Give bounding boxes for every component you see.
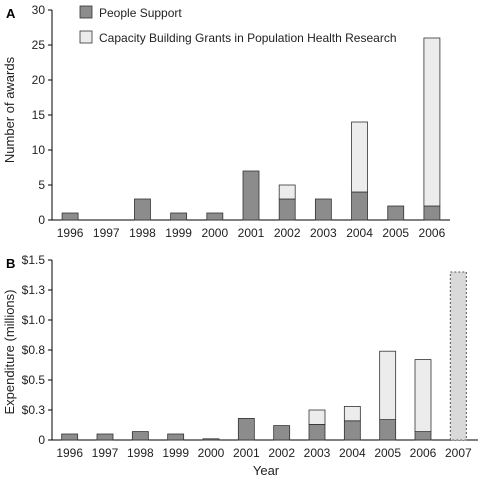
b-bar-people-support-1997: [96, 433, 114, 441]
b-bar-projected-2007: [449, 271, 467, 441]
panel-b-label: B: [6, 256, 15, 271]
a-bar-people-support-2000: [206, 212, 224, 221]
b-x-tick-label: 1997: [92, 446, 119, 460]
b-y-tick-label: $1.5: [22, 253, 46, 267]
b-bar-capacity-building-grants-in-population-health-research-2006: [414, 359, 432, 433]
panel-b-bars: [61, 271, 467, 441]
b-bar-people-support-1998: [131, 431, 149, 441]
panel-a-label: A: [6, 6, 16, 21]
panel-b-x-ticks: 1996 1997 1998 1999 2000 2001 2002 2003 2004 2005…: [56, 446, 472, 460]
panel-a-x-ticks: 1996 1997 1998 1999 2000 2001 2002 2003 2004 2005…: [57, 226, 446, 240]
a-x-tick-label: 1999: [165, 226, 192, 240]
a-bar-people-support-1999: [170, 212, 188, 221]
legend-label-people-support: People Support: [99, 6, 182, 20]
b-x-tick-label: 2001: [233, 446, 260, 460]
a-y-tick-label: 0: [38, 213, 45, 227]
a-bar-people-support-1998: [134, 198, 151, 221]
panel-a: A Number of awards 0 5 10 15 20 25 30 1996 1997…: [2, 3, 450, 240]
a-x-tick-label: 1997: [93, 226, 120, 240]
b-bar-people-support-2000: [202, 438, 220, 441]
b-bar-capacity-building-grants-in-population-health-research-2005: [379, 350, 397, 421]
a-bar-people-support-2005: [387, 205, 405, 221]
a-x-tick-label: 1996: [57, 226, 84, 240]
panel-a-bars: [61, 37, 441, 221]
b-x-tick-label: 2007: [445, 446, 472, 460]
a-x-tick-label: 2006: [419, 226, 446, 240]
panel-b-x-axis-label: Year: [253, 463, 280, 478]
b-bar-people-support-2002: [273, 425, 291, 441]
b-x-tick-label: 2005: [374, 446, 401, 460]
a-x-tick-label: 2002: [274, 226, 301, 240]
a-x-tick-label: 2004: [346, 226, 373, 240]
b-x-tick-label: 2000: [198, 446, 225, 460]
b-bar-people-support-2004: [343, 420, 361, 441]
b-x-tick-label: 2006: [410, 446, 437, 460]
b-y-tick-label: $1.3: [22, 283, 46, 297]
a-y-tick-label: 25: [32, 38, 46, 52]
b-x-tick-label: 2004: [339, 446, 366, 460]
a-y-tick-label: 20: [32, 73, 46, 87]
b-x-tick-label: 2002: [268, 446, 295, 460]
legend-label-capacity-grants: Capacity Building Grants in Population H…: [99, 31, 397, 45]
b-bar-people-support-1999: [167, 433, 185, 441]
a-y-tick-label: 5: [38, 178, 45, 192]
b-x-tick-label: 1999: [162, 446, 189, 460]
a-y-tick-label: 10: [32, 143, 46, 157]
a-bar-capacity-building-grants-in-population-health-research-2002: [278, 184, 296, 200]
b-bar-capacity-building-grants-in-population-health-research-2003: [308, 409, 326, 425]
a-x-tick-label: 2001: [238, 226, 265, 240]
legend-swatch-capacity-grants: [79, 30, 93, 44]
b-y-tick-label: $0.5: [22, 373, 46, 387]
b-bar-people-support-2005: [379, 419, 397, 441]
panel-a-y-axis-label: Number of awards: [2, 56, 17, 163]
panel-a-y-ticks: 0 5 10 15 20 25 30: [32, 3, 52, 227]
b-x-tick-label: 2003: [304, 446, 331, 460]
b-y-tick-label: $0.3: [22, 403, 46, 417]
a-x-tick-label: 2000: [201, 226, 228, 240]
a-bar-people-support-2002: [278, 198, 296, 221]
b-y-tick-label: $1.0: [22, 313, 46, 327]
a-bar-capacity-building-grants-in-population-health-research-2004: [351, 121, 368, 193]
panel-b: B Expenditure (millions) 0 $0.3 $0.5 $0.8 $1…: [2, 253, 478, 478]
a-bar-people-support-2006: [423, 205, 441, 221]
panel-b-y-axis-label: Expenditure (millions): [2, 290, 17, 415]
legend: People Support Capacity Building Grants …: [79, 5, 397, 45]
a-x-tick-label: 1998: [129, 226, 156, 240]
b-x-tick-label: 1996: [56, 446, 83, 460]
a-x-tick-label: 2005: [382, 226, 409, 240]
b-y-tick-label: $0.8: [22, 343, 46, 357]
b-bar-people-support-2001: [237, 417, 255, 441]
a-bar-people-support-2001: [242, 170, 260, 221]
b-bar-people-support-2003: [308, 423, 326, 441]
b-bar-capacity-building-grants-in-population-health-research-2004: [343, 405, 361, 422]
a-bar-people-support-1996: [61, 212, 79, 221]
legend-swatch-people-support: [79, 5, 93, 19]
a-y-tick-label: 30: [32, 3, 46, 17]
a-bar-capacity-building-grants-in-population-health-research-2006: [423, 37, 441, 207]
a-bar-people-support-2004: [351, 191, 368, 221]
b-y-tick-label: 0: [38, 433, 45, 447]
b-x-tick-label: 1998: [127, 446, 154, 460]
a-x-tick-label: 2003: [310, 226, 337, 240]
b-bar-people-support-2006: [414, 431, 432, 441]
a-bar-people-support-2003: [314, 198, 332, 221]
panel-b-y-ticks: 0 $0.3 $0.5 $0.8 $1.0 $1.3 $1.5: [22, 253, 52, 447]
a-y-tick-label: 15: [32, 108, 46, 122]
b-bar-people-support-1996: [61, 433, 79, 441]
